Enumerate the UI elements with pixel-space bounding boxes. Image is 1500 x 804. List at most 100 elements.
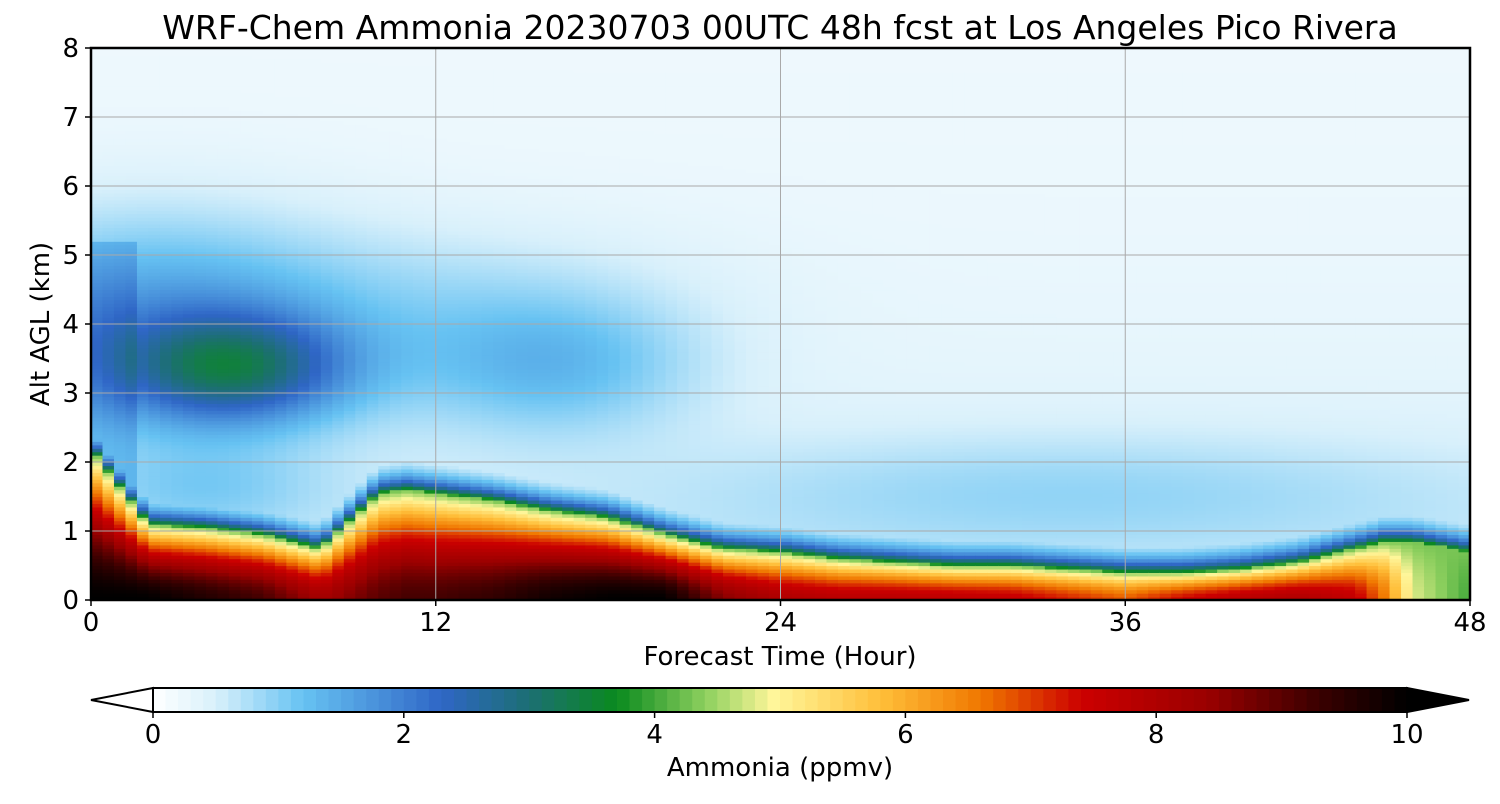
- field-cell: [401, 517, 414, 522]
- field-cell: [309, 189, 322, 194]
- field-cell: [332, 189, 345, 194]
- field-cell: [332, 582, 345, 587]
- field-cell: [148, 79, 161, 84]
- field-cell: [171, 175, 184, 180]
- field-cell: [91, 399, 104, 404]
- field-cell: [297, 182, 310, 187]
- field-cell: [113, 330, 127, 335]
- field-cell: [424, 237, 437, 242]
- field-cell: [171, 192, 184, 197]
- field-cell: [159, 237, 173, 242]
- field-cell: [297, 396, 310, 401]
- field-cell: [435, 282, 448, 287]
- field-cell: [194, 441, 207, 446]
- field-cell: [378, 292, 391, 297]
- field-cell: [401, 117, 414, 122]
- field-cell: [424, 120, 437, 125]
- field-cell: [435, 517, 448, 522]
- field-cell: [148, 327, 161, 332]
- field-cell: [389, 65, 402, 70]
- field-cell: [263, 230, 276, 235]
- field-cell: [332, 241, 345, 246]
- field-cell: [125, 406, 138, 411]
- field-cell: [171, 186, 184, 191]
- field-cell: [182, 289, 196, 294]
- field-cell: [389, 524, 402, 529]
- field-cell: [412, 341, 425, 346]
- field-cell: [102, 220, 115, 225]
- field-cell: [263, 227, 276, 232]
- field-cell: [228, 168, 241, 173]
- field-cell: [240, 586, 253, 591]
- field-cell: [263, 255, 276, 260]
- field-cell: [401, 465, 414, 470]
- field-cell: [171, 248, 184, 253]
- field-cell: [263, 437, 276, 442]
- field-cell: [274, 455, 287, 460]
- field-cell: [102, 403, 115, 408]
- field-cell: [240, 355, 253, 360]
- field-cell: [217, 389, 230, 394]
- field-cell: [102, 565, 115, 570]
- field-cell: [332, 475, 345, 480]
- field-cell: [240, 58, 253, 63]
- field-cell: [125, 137, 138, 142]
- field-cell: [297, 299, 310, 304]
- field-cell: [263, 72, 276, 77]
- field-cell: [263, 161, 276, 166]
- field-cell: [332, 268, 345, 273]
- field-cell: [435, 503, 448, 508]
- field-cell: [286, 427, 299, 432]
- field-cell: [125, 313, 138, 318]
- field-cell: [424, 227, 437, 232]
- field-cell: [309, 444, 322, 449]
- field-cell: [228, 586, 241, 591]
- field-cell: [320, 444, 333, 449]
- field-cell: [378, 582, 391, 587]
- field-cell: [228, 493, 241, 498]
- field-cell: [228, 568, 241, 573]
- field-cell: [309, 399, 322, 404]
- field-cell: [182, 575, 196, 580]
- field-cell: [159, 154, 173, 159]
- field-cell: [355, 458, 368, 463]
- field-cell: [274, 399, 287, 404]
- field-cell: [194, 399, 207, 404]
- field-cell: [91, 496, 104, 501]
- field-cell: [113, 575, 127, 580]
- field-cell: [91, 410, 104, 415]
- field-cell: [297, 555, 310, 560]
- field-cell: [228, 54, 241, 59]
- field-cell: [320, 199, 333, 204]
- field-cell: [401, 165, 414, 170]
- field-cell: [240, 99, 253, 104]
- field-cell: [412, 351, 425, 356]
- field-cell: [194, 92, 207, 97]
- field-cell: [309, 327, 322, 332]
- field-cell: [136, 203, 150, 208]
- field-cell: [263, 465, 276, 470]
- field-cell: [274, 189, 287, 194]
- field-cell: [309, 455, 322, 460]
- field-cell: [389, 368, 402, 373]
- field-cell: [332, 534, 345, 539]
- field-cell: [113, 348, 127, 353]
- field-cell: [194, 320, 207, 325]
- field-cell: [240, 175, 253, 180]
- field-cell: [91, 420, 104, 425]
- field-cell: [251, 203, 264, 208]
- field-cell: [217, 175, 230, 180]
- field-cell: [228, 65, 241, 70]
- field-cell: [205, 458, 219, 463]
- field-cell: [389, 134, 402, 139]
- field-cell: [136, 437, 150, 442]
- field-cell: [171, 499, 184, 504]
- field-cell: [194, 486, 207, 491]
- field-cell: [228, 448, 241, 453]
- field-cell: [378, 58, 391, 63]
- field-cell: [136, 227, 150, 232]
- field-cell: [217, 499, 230, 504]
- field-cell: [435, 258, 448, 263]
- field-cell: [171, 244, 184, 249]
- field-cell: [412, 393, 425, 398]
